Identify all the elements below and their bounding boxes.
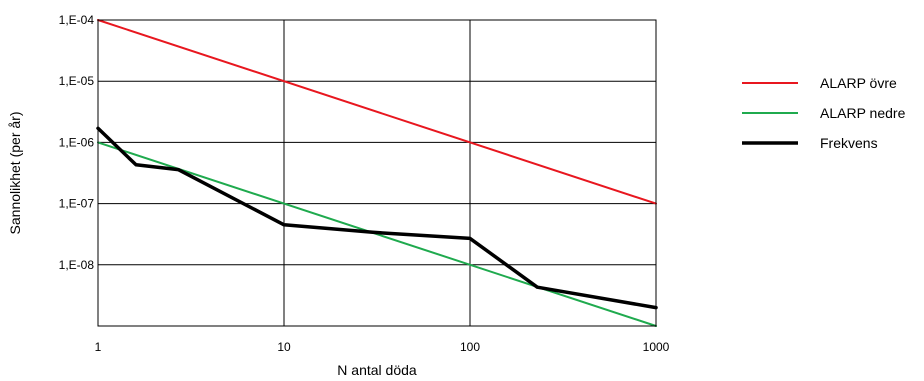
- legend-label: ALARP nedre: [820, 105, 906, 121]
- series-lines: [96, 19, 658, 327]
- x-axis-title: N antal döda: [337, 362, 417, 378]
- y-tick-label: 1,E-07: [59, 197, 95, 211]
- x-tick-labels: 1 10 100 1000: [95, 340, 670, 354]
- legend-label: ALARP övre: [820, 75, 897, 91]
- legend: ALARP övre ALARP nedre Frekvens: [742, 75, 906, 151]
- series-line: [97, 19, 657, 205]
- y-tick-labels: 1,E-04 1,E-05 1,E-06 1,E-07 1,E-08: [59, 13, 95, 272]
- y-tick-label: 1,E-06: [59, 135, 95, 149]
- x-tick-label: 1000: [643, 340, 670, 354]
- x-tick-label: 100: [460, 340, 480, 354]
- series-line: [96, 126, 658, 310]
- y-tick-label: 1,E-04: [59, 13, 95, 27]
- legend-label: Frekvens: [820, 135, 878, 151]
- x-tick-label: 10: [277, 340, 291, 354]
- y-tick-label: 1,E-05: [59, 74, 95, 88]
- y-axis-title: Sannolikhet (per år): [7, 112, 23, 235]
- x-tick-label: 1: [95, 340, 102, 354]
- y-tick-label: 1,E-08: [59, 258, 95, 272]
- gridlines: [97, 19, 657, 326]
- plot-frame: [97, 19, 657, 327]
